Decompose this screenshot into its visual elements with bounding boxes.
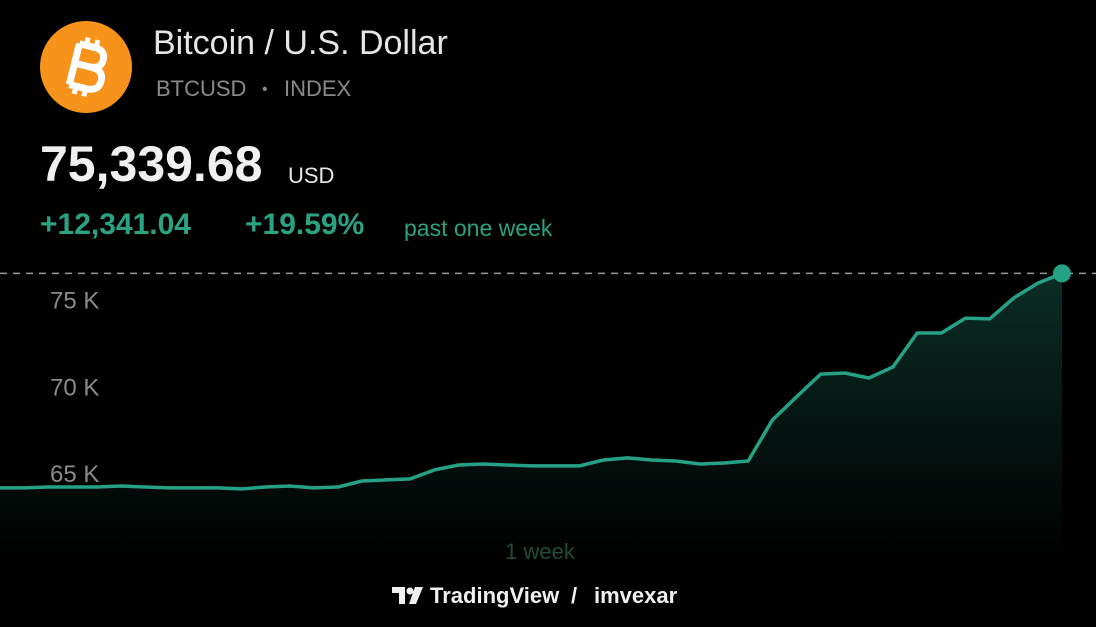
- tradingview-logo: [392, 587, 423, 604]
- currency: USD: [288, 163, 334, 188]
- x-axis-label: 1 week: [505, 539, 576, 564]
- price: 75,339.68: [40, 136, 262, 192]
- price-line: [0, 271, 1063, 491]
- last-price-dot: [1053, 264, 1071, 283]
- y-tick-label: 65 K: [50, 461, 99, 488]
- symbol: BTCUSD: [156, 76, 246, 101]
- bitcoin-logo: [40, 21, 132, 113]
- exchange: INDEX: [284, 76, 352, 101]
- change: +12,341.04: [40, 208, 191, 241]
- brand: TradingView: [430, 583, 560, 608]
- plot: 65 K 70 K 75 K: [0, 264, 1096, 560]
- y-tick-label: 75 K: [50, 288, 99, 315]
- separator: •: [262, 81, 268, 98]
- change-percent: +19.59%: [245, 208, 364, 241]
- title: Bitcoin / U.S. Dollar: [153, 24, 448, 62]
- footer-separator: /: [571, 583, 577, 608]
- author: imvexar: [594, 583, 678, 608]
- period: past one week: [404, 215, 553, 241]
- y-tick-label: 70 K: [50, 374, 99, 401]
